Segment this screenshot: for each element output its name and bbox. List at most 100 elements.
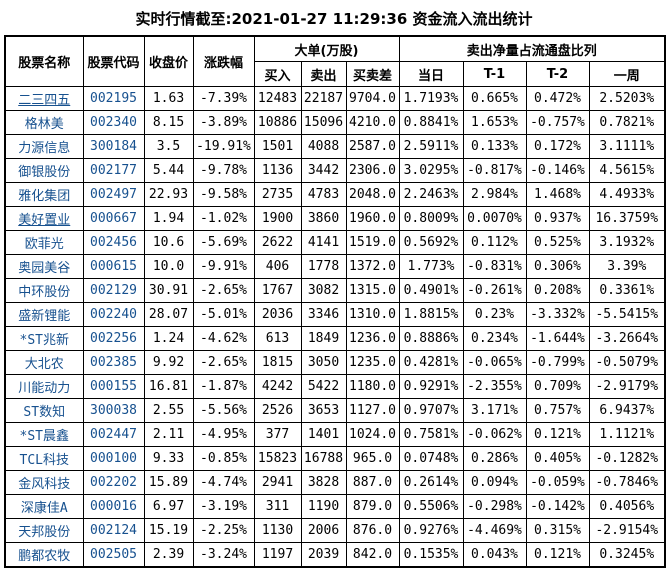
stock-code-link[interactable]: 000016	[82, 494, 145, 519]
cell-buy: 2622	[253, 230, 302, 255]
stock-code-link[interactable]: 002456	[82, 230, 145, 255]
stock-name-link[interactable]: 格林美	[4, 110, 84, 135]
cell-buy: 2036	[253, 302, 302, 327]
cell-diff: 1372.0	[345, 254, 400, 279]
cell-day: 0.4901%	[398, 278, 464, 303]
col-group-big-orders: 大单(万股)	[253, 35, 400, 62]
stock-code-link[interactable]: 000615	[82, 254, 145, 279]
cell-close: 1.94	[143, 206, 194, 231]
cell-change: -3.89%	[192, 110, 255, 135]
stock-name-link[interactable]: 美好置业	[4, 206, 84, 231]
stock-name-link[interactable]: 雅化集团	[4, 182, 84, 207]
cell-t1: 3.171%	[462, 398, 527, 423]
stock-code-link[interactable]: 002129	[82, 278, 145, 303]
cell-t1: -2.355%	[462, 374, 527, 399]
stock-name-link[interactable]: *ST兆新	[4, 326, 84, 351]
cell-buy: 613	[253, 326, 302, 351]
cell-day: 1.773%	[398, 254, 464, 279]
stock-code-link[interactable]: 002240	[82, 302, 145, 327]
stock-code-link[interactable]: 300038	[82, 398, 145, 423]
stock-name-link[interactable]: 御银股份	[4, 158, 84, 183]
cell-close: 16.81	[143, 374, 194, 399]
cell-change: -4.95%	[192, 422, 255, 447]
cell-t2: -0.146%	[525, 158, 590, 183]
cell-day: 2.2463%	[398, 182, 464, 207]
stock-name-link[interactable]: 川能动力	[4, 374, 84, 399]
cell-day: 3.0295%	[398, 158, 464, 183]
stock-name-link[interactable]: 欧菲光	[4, 230, 84, 255]
cell-buy: 406	[253, 254, 302, 279]
stock-name-link[interactable]: 天邦股份	[4, 518, 84, 543]
col-header-stock-code: 股票代码	[82, 35, 145, 87]
stock-code-link[interactable]: 002124	[82, 518, 145, 543]
cell-buy: 377	[253, 422, 302, 447]
cell-sell: 3860	[300, 206, 347, 231]
cell-sell: 4783	[300, 182, 347, 207]
cell-change: -1.02%	[192, 206, 255, 231]
table-body: 二三四五 002195 1.63 -7.39% 12483 22187 9704.0 1.71…	[4, 86, 666, 568]
stock-name-link[interactable]: 大北农	[4, 350, 84, 375]
stock-name-link[interactable]: TCL科技	[4, 446, 84, 471]
cell-buy: 1900	[253, 206, 302, 231]
stock-name-link[interactable]: 中环股份	[4, 278, 84, 303]
stock-code-link[interactable]: 002505	[82, 542, 145, 568]
fund-flow-table: 股票名称 股票代码 收盘价 涨跌幅 大单(万股) 卖出净量占流通盘比列 买入 卖…	[4, 35, 667, 568]
cell-close: 9.92	[143, 350, 194, 375]
cell-diff: 842.0	[345, 542, 400, 568]
cell-t2: 0.208%	[525, 278, 590, 303]
cell-diff: 965.0	[345, 446, 400, 471]
cell-close: 28.07	[143, 302, 194, 327]
cell-day: 0.8886%	[398, 326, 464, 351]
table-row: 欧菲光 002456 10.6 -5.69% 2622 4141 1519.0 0.5692%…	[4, 230, 666, 255]
stock-name-link[interactable]: *ST晨鑫	[4, 422, 84, 447]
stock-name-link[interactable]: ST数知	[4, 398, 84, 423]
table-row: *ST晨鑫 002447 2.11 -4.95% 377 1401 1024.0 0.7581…	[4, 422, 666, 447]
cell-diff: 4210.0	[345, 110, 400, 135]
stock-name-link[interactable]: 奥园美谷	[4, 254, 84, 279]
stock-name-link[interactable]: 二三四五	[4, 86, 84, 111]
cell-close: 6.97	[143, 494, 194, 519]
cell-week: 2.5203%	[588, 86, 666, 111]
stock-name-link[interactable]: 鹏都农牧	[4, 542, 84, 568]
cell-sell: 3442	[300, 158, 347, 183]
cell-day: 0.9707%	[398, 398, 464, 423]
stock-code-link[interactable]: 002385	[82, 350, 145, 375]
stock-code-link[interactable]: 002256	[82, 326, 145, 351]
cell-change: -5.69%	[192, 230, 255, 255]
cell-day: 0.0748%	[398, 446, 464, 471]
stock-name-link[interactable]: 盛新锂能	[4, 302, 84, 327]
stock-code-link[interactable]: 000100	[82, 446, 145, 471]
cell-change: -3.19%	[192, 494, 255, 519]
stock-code-link[interactable]: 000667	[82, 206, 145, 231]
stock-code-link[interactable]: 300184	[82, 134, 145, 159]
cell-close: 10.0	[143, 254, 194, 279]
cell-t1: -0.817%	[462, 158, 527, 183]
stock-code-link[interactable]: 002497	[82, 182, 145, 207]
cell-t1: 1.653%	[462, 110, 527, 135]
cell-day: 1.8815%	[398, 302, 464, 327]
stock-code-link[interactable]: 002202	[82, 470, 145, 495]
cell-diff: 1310.0	[345, 302, 400, 327]
stock-code-link[interactable]: 000155	[82, 374, 145, 399]
cell-week: -0.5079%	[588, 350, 666, 375]
table-row: TCL科技 000100 9.33 -0.85% 15823 16788 965.0 0.07…	[4, 446, 666, 471]
stock-code-link[interactable]: 002447	[82, 422, 145, 447]
cell-sell: 1401	[300, 422, 347, 447]
cell-buy: 1130	[253, 518, 302, 543]
cell-t1: 0.0070%	[462, 206, 527, 231]
stock-name-link[interactable]: 金风科技	[4, 470, 84, 495]
cell-sell: 3346	[300, 302, 347, 327]
cell-sell: 3828	[300, 470, 347, 495]
cell-change: -2.65%	[192, 278, 255, 303]
stock-name-link[interactable]: 力源信息	[4, 134, 84, 159]
stock-name-link[interactable]: 深康佳A	[4, 494, 84, 519]
cell-week: -2.9179%	[588, 374, 666, 399]
cell-sell: 15096	[300, 110, 347, 135]
stock-code-link[interactable]: 002195	[82, 86, 145, 111]
cell-t1: -0.831%	[462, 254, 527, 279]
stock-code-link[interactable]: 002340	[82, 110, 145, 135]
cell-diff: 876.0	[345, 518, 400, 543]
cell-week: 3.39%	[588, 254, 666, 279]
page-title: 实时行情截至:2021-01-27 11:29:36 资金流入流出统计	[135, 10, 533, 28]
stock-code-link[interactable]: 002177	[82, 158, 145, 183]
